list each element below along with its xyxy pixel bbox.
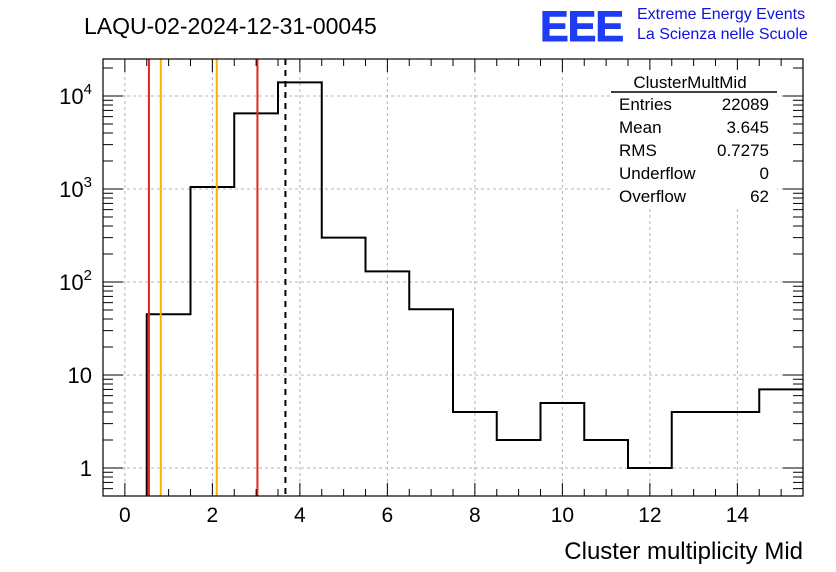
stats-title: ClusterMultMid bbox=[633, 73, 746, 92]
stats-row-value: 3.645 bbox=[726, 118, 769, 137]
stats-row-value: 62 bbox=[750, 187, 769, 206]
vertical-markers bbox=[147, 59, 287, 496]
stats-row-value: 22089 bbox=[722, 95, 769, 114]
x-tick-label: 2 bbox=[207, 504, 219, 527]
y-tick-label: 104 bbox=[59, 81, 92, 109]
x-axis-label: Cluster multiplicity Mid bbox=[564, 538, 803, 565]
eee-logo: EEE Extreme Energy Events La Scienza nel… bbox=[540, 3, 808, 52]
stats-box: ClusterMultMid Entries 22089 Mean 3.645 RMS 0… bbox=[611, 70, 777, 206]
stats-row-value: 0.7275 bbox=[717, 141, 769, 160]
y-tick-labels: 1 10 102 103 104 bbox=[59, 81, 92, 481]
stats-row-label: Underflow bbox=[619, 164, 696, 183]
stats-row-label: Entries bbox=[619, 95, 672, 114]
stats-row-label: Overflow bbox=[619, 187, 687, 206]
x-tick-label: 0 bbox=[119, 504, 131, 527]
x-tick-label: 12 bbox=[638, 504, 661, 527]
logo-mark: EEE bbox=[540, 3, 623, 51]
x-tick-labels: 0 2 4 6 8 10 12 14 bbox=[119, 504, 749, 527]
logo-line-2: La Scienza nelle Scuole bbox=[637, 26, 808, 43]
x-tick-label: 4 bbox=[294, 504, 306, 527]
y-tick-label: 103 bbox=[59, 174, 92, 202]
y-tick-label: 10 bbox=[68, 363, 92, 388]
y-tick-label: 102 bbox=[59, 267, 92, 295]
chart-title: LAQU-02-2024-12-31-00045 bbox=[84, 13, 377, 39]
histogram-line bbox=[145, 81, 803, 496]
stats-row-value: 0 bbox=[760, 164, 769, 183]
x-tick-label: 6 bbox=[382, 504, 394, 527]
x-tick-label: 8 bbox=[469, 504, 481, 527]
axis-ticks bbox=[102, 59, 804, 497]
logo-line-1: Extreme Energy Events bbox=[637, 6, 805, 23]
x-tick-label: 10 bbox=[551, 504, 574, 527]
y-tick-label: 1 bbox=[80, 456, 92, 481]
stats-row-label: Mean bbox=[619, 118, 662, 137]
x-tick-label: 14 bbox=[726, 504, 750, 527]
stats-row-label: RMS bbox=[619, 141, 657, 160]
